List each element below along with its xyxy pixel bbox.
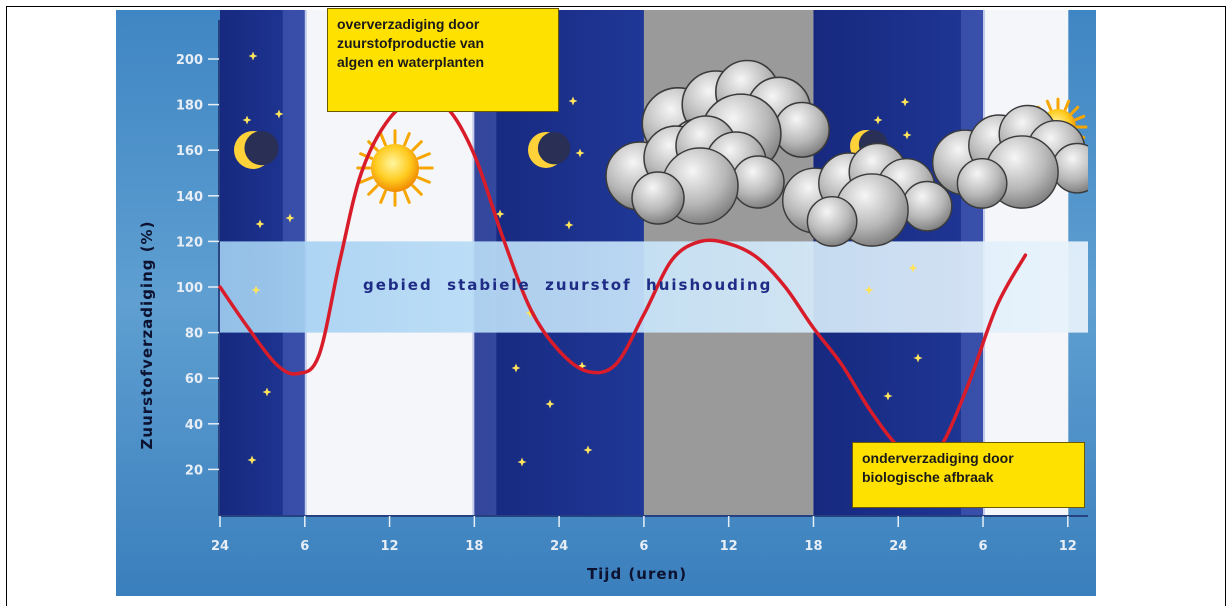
x-tick-label: 6: [639, 539, 648, 554]
star-icon: [255, 219, 265, 229]
star-icon: [274, 109, 284, 119]
cloud-icon: [781, 142, 953, 247]
x-tick-label: 24: [889, 539, 907, 554]
star-icon: [902, 130, 912, 140]
callout-line: oververzadiging door: [337, 16, 480, 32]
y-axis-title: Zuurstofverzadiging (%): [138, 221, 156, 450]
callout-line: biologische afbraak: [862, 469, 994, 485]
star-icon: [873, 115, 883, 125]
x-axis-title: Tijd (uren): [587, 565, 687, 583]
y-tick-label: 180: [176, 99, 203, 114]
moon-icon: [528, 132, 571, 168]
oversaturation-callout: oververzadiging door zuurstofproductie v…: [327, 8, 559, 112]
y-tick-label: 120: [176, 235, 203, 250]
y-tick-label: 20: [185, 463, 203, 478]
star-icon: [285, 213, 295, 223]
band-label: gebied stabiele zuurstof huishouding: [363, 276, 772, 294]
y-tick-label: 100: [176, 281, 203, 296]
x-tick-label: 24: [211, 539, 229, 554]
star-icon: [248, 51, 258, 61]
star-icon: [864, 285, 874, 295]
callout-line: onderverzadiging door: [862, 450, 1014, 466]
x-tick-label: 12: [1059, 539, 1077, 554]
y-tick-label: 80: [185, 327, 203, 342]
undersaturation-callout: onderverzadiging door biologische afbraa…: [852, 442, 1085, 508]
star-icon: [568, 96, 578, 106]
x-tick-label: 6: [300, 539, 309, 554]
star-icon: [583, 445, 593, 455]
x-tick-label: 12: [720, 539, 738, 554]
y-tick-label: 160: [176, 144, 203, 159]
star-icon: [564, 220, 574, 230]
x-tick-label: 18: [465, 539, 483, 554]
star-icon: [545, 399, 555, 409]
star-icon: [900, 97, 910, 107]
y-tick-label: 200: [176, 53, 203, 68]
x-tick-label: 6: [978, 539, 987, 554]
y-tick-label: 140: [176, 190, 203, 205]
star-icon: [908, 263, 918, 273]
y-tick-label: 40: [185, 418, 203, 433]
moon-icon: [234, 131, 279, 169]
star-icon: [242, 115, 252, 125]
x-tick-label: 24: [550, 539, 568, 554]
star-icon: [262, 387, 272, 397]
y-tick-label: 60: [185, 372, 203, 387]
star-icon: [525, 308, 535, 318]
star-icon: [495, 209, 505, 219]
star-icon: [883, 391, 893, 401]
cloud-icon: [605, 115, 785, 225]
star-icon: [913, 353, 923, 363]
stable-band: [220, 241, 1088, 333]
cloud-icon: [931, 104, 1088, 209]
figure-frame: [6, 6, 1226, 606]
callout-line: zuurstofproductie van: [337, 35, 485, 51]
star-icon: [575, 148, 585, 158]
star-icon: [247, 455, 257, 465]
callout-line: algen en waterplanten: [337, 54, 485, 70]
sun-icon: [356, 129, 434, 207]
star-icon: [511, 363, 521, 373]
star-icon: [517, 457, 527, 467]
star-icon: [577, 361, 587, 371]
x-tick-label: 18: [804, 539, 822, 554]
x-tick-label: 12: [381, 539, 399, 554]
star-icon: [251, 285, 261, 295]
